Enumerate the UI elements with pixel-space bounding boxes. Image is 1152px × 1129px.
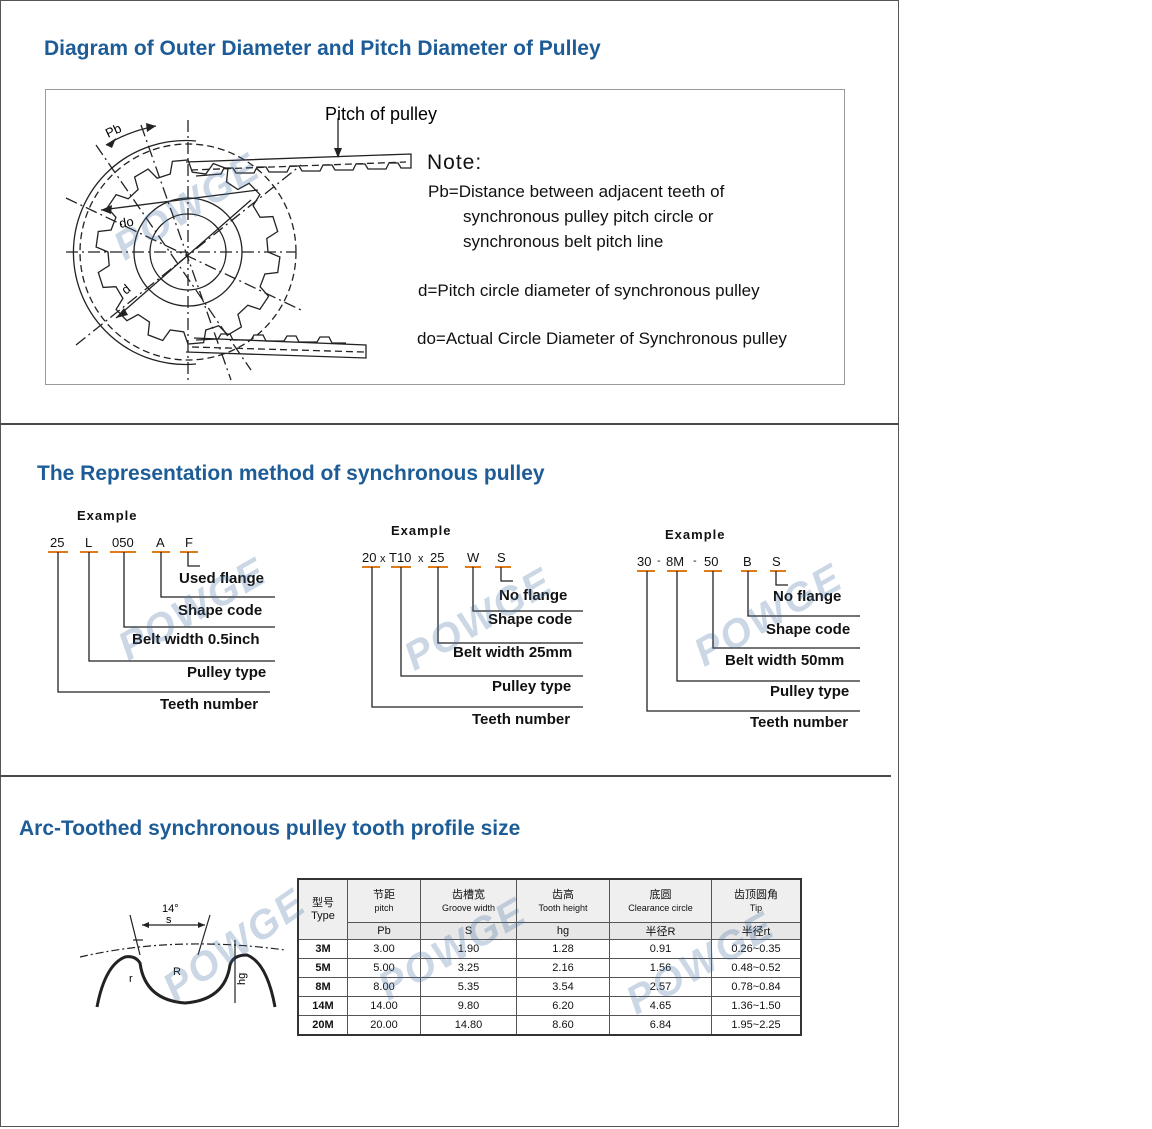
section-divider bbox=[0, 423, 899, 425]
example-3-label-teeth: Teeth number bbox=[750, 714, 849, 731]
section-divider bbox=[0, 775, 891, 777]
header-tooth-height: 齿高 Tooth height bbox=[516, 878, 610, 923]
table-row: 20M 20.00 14.80 8.60 6.84 1.95~2.25 bbox=[297, 1015, 802, 1036]
example-3-code: 30 bbox=[637, 554, 651, 569]
note-do: do=Actual Circle Diameter of Synchronous… bbox=[417, 329, 787, 348]
pulley-diagram-box: Pb do d Pitch of pulley bbox=[45, 89, 845, 385]
example-1-code: 25 bbox=[50, 535, 64, 550]
example-2-label-shape: Shape code bbox=[488, 611, 573, 628]
example-2-code: T10 bbox=[389, 550, 411, 565]
example-1-label-teeth: Teeth number bbox=[160, 696, 259, 713]
header-tip: 齿顶圆角 Tip bbox=[711, 878, 802, 923]
note-d: d=Pitch circle diameter of synchronous p… bbox=[418, 281, 760, 300]
table-row: 14M 14.00 9.80 6.20 4.65 1.36~1.50 bbox=[297, 996, 802, 1016]
tooth-profile-drawing: 14° s r R hg bbox=[79, 903, 286, 1008]
table-row: 8M 8.00 5.35 3.54 2.57 0.78~0.84 bbox=[297, 977, 802, 997]
profile-section-title: Arc-Toothed synchronous pulley tooth pro… bbox=[19, 817, 521, 840]
example-3-code: S bbox=[772, 554, 781, 569]
example-2-heading: Example bbox=[391, 523, 452, 538]
example-3-heading: Example bbox=[665, 527, 726, 542]
example-3-code: 50 bbox=[704, 554, 718, 569]
example-2-label-type: Pulley type bbox=[492, 678, 572, 695]
example-2-label-flange: No flange bbox=[499, 587, 568, 604]
table-row: 5M 5.00 3.25 2.16 1.56 0.48~0.52 bbox=[297, 958, 802, 978]
example-3-code: - bbox=[657, 555, 661, 567]
R-dimension-label: R bbox=[173, 966, 181, 978]
pulley-drawing: Pb do d Pitch of pulley bbox=[65, 104, 437, 381]
example-3-label-flange: No flange bbox=[773, 588, 842, 605]
example-3-code: 8M bbox=[666, 554, 684, 569]
example-3-diagram: 30 - 8M - 50 B S bbox=[637, 554, 860, 712]
header-clearance-circle: 底圆 Clearance circle bbox=[609, 878, 712, 923]
example-1-label-type: Pulley type bbox=[187, 664, 267, 681]
example-3-code: B bbox=[743, 554, 752, 569]
note-pb-line-2: synchronous pulley pitch circle or bbox=[463, 207, 714, 226]
pitch-of-pulley-label: Pitch of pulley bbox=[325, 104, 437, 124]
example-1-diagram: 25 L 050 A F bbox=[48, 535, 275, 693]
example-1-code: L bbox=[85, 535, 92, 550]
header-groove-width: 齿槽宽 Groove width bbox=[420, 878, 517, 923]
example-2-code: x bbox=[418, 553, 424, 565]
example-2-label-teeth: Teeth number bbox=[472, 711, 571, 728]
header-type: 型号 Type bbox=[297, 878, 348, 940]
example-3-label-type: Pulley type bbox=[770, 683, 850, 700]
s-dimension-label: s bbox=[166, 914, 172, 926]
symbol-cell: Pb bbox=[347, 922, 421, 940]
example-1-heading: Example bbox=[77, 508, 138, 523]
symbol-cell: S bbox=[420, 922, 517, 940]
note-pb-line-1: Pb=Distance between adjacent teeth of bbox=[428, 182, 725, 201]
example-2-diagram: 20 x T10 x 25 W S bbox=[362, 550, 583, 708]
table-row: 3M 3.00 1.90 1.28 0.91 0.26~0.35 bbox=[297, 939, 802, 959]
example-1-label-width: Belt width 0.5inch bbox=[132, 631, 260, 648]
diagram-section-title: Diagram of Outer Diameter and Pitch Diam… bbox=[44, 37, 601, 60]
example-1-code: 050 bbox=[112, 535, 134, 550]
representation-section-title: The Representation method of synchronous… bbox=[37, 462, 545, 485]
example-2-code: W bbox=[467, 550, 480, 565]
example-2-code: x bbox=[380, 553, 386, 565]
example-1-label-flange: Used flange bbox=[179, 570, 265, 587]
example-1-code: F bbox=[185, 535, 193, 550]
do-dimension-label: do bbox=[118, 214, 135, 231]
symbol-cell: 半径rt bbox=[711, 922, 802, 940]
symbol-cell: 半径R bbox=[609, 922, 712, 940]
example-2-code: S bbox=[497, 550, 506, 565]
example-1-label-shape: Shape code bbox=[178, 602, 263, 619]
symbol-cell: hg bbox=[516, 922, 610, 940]
hg-dimension-label: hg bbox=[236, 973, 248, 985]
tooth-profile-table: 型号 Type 节距 pitch 齿槽宽 Groove width 齿高 Tooth … bbox=[297, 878, 802, 1036]
example-2-code: 25 bbox=[430, 550, 444, 565]
r-dimension-label: r bbox=[129, 973, 133, 985]
pb-dimension-label: Pb bbox=[103, 120, 124, 140]
note-pb-line-3: synchronous belt pitch line bbox=[463, 232, 664, 251]
example-3-label-shape: Shape code bbox=[766, 621, 851, 638]
example-2-code: 20 bbox=[362, 550, 376, 565]
note-title: Note: bbox=[427, 151, 483, 174]
example-3-code: - bbox=[693, 555, 697, 567]
example-1-code: A bbox=[156, 535, 165, 550]
example-3-label-width: Belt width 50mm bbox=[725, 652, 845, 669]
header-pitch: 节距 pitch bbox=[347, 878, 421, 923]
example-2-label-width: Belt width 25mm bbox=[453, 644, 573, 661]
angle-label: 14° bbox=[162, 903, 179, 915]
